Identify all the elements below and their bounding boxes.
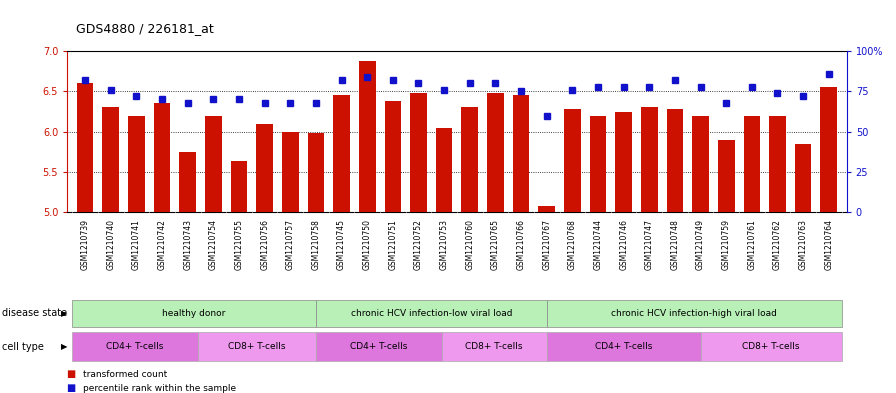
Text: GSM1210758: GSM1210758 [312,219,321,270]
Bar [316,332,442,361]
Bar [641,107,658,212]
Text: GSM1210762: GSM1210762 [773,219,782,270]
Bar [667,109,684,212]
Bar [821,87,837,212]
Text: GSM1210746: GSM1210746 [619,219,628,270]
Text: chronic HCV infection-high viral load: chronic HCV infection-high viral load [611,309,777,318]
Bar [73,332,198,361]
Bar [547,332,701,361]
Bar [442,332,547,361]
Bar [435,128,452,212]
Text: GSM1210757: GSM1210757 [286,219,295,270]
Bar [590,116,607,212]
Text: ▶: ▶ [61,342,67,351]
Text: GDS4880 / 226181_at: GDS4880 / 226181_at [76,22,214,35]
Text: GSM1210764: GSM1210764 [824,219,833,270]
Text: GSM1210740: GSM1210740 [107,219,116,270]
Text: chronic HCV infection-low viral load: chronic HCV infection-low viral load [350,309,513,318]
Text: GSM1210748: GSM1210748 [670,219,679,270]
Text: GSM1210745: GSM1210745 [337,219,346,270]
Bar [102,107,119,212]
Bar [154,103,170,212]
Text: GSM1210743: GSM1210743 [183,219,193,270]
Bar [795,144,812,212]
Bar [701,332,841,361]
Bar [73,300,316,327]
Text: GSM1210747: GSM1210747 [645,219,654,270]
Text: GSM1210754: GSM1210754 [209,219,218,270]
Bar [547,300,841,327]
Bar [256,123,273,212]
Bar [564,109,581,212]
Text: GSM1210766: GSM1210766 [517,219,526,270]
Bar [179,152,196,212]
Bar [487,93,504,212]
Text: GSM1210752: GSM1210752 [414,219,423,270]
Text: CD4+ T-cells: CD4+ T-cells [107,342,164,351]
Text: CD8+ T-cells: CD8+ T-cells [228,342,286,351]
Text: GSM1210753: GSM1210753 [440,219,449,270]
Bar [198,332,316,361]
Bar [77,83,93,212]
Bar [282,132,298,212]
Text: ■: ■ [67,383,80,393]
Bar [461,107,478,212]
Text: GSM1210751: GSM1210751 [388,219,397,270]
Text: CD4+ T-cells: CD4+ T-cells [350,342,408,351]
Bar [359,61,375,212]
Text: GSM1210741: GSM1210741 [132,219,141,270]
Text: CD4+ T-cells: CD4+ T-cells [595,342,652,351]
Text: healthy donor: healthy donor [162,309,226,318]
Text: GSM1210768: GSM1210768 [568,219,577,270]
Bar [333,95,350,212]
Text: GSM1210765: GSM1210765 [491,219,500,270]
Bar [769,116,786,212]
Text: GSM1210742: GSM1210742 [158,219,167,270]
Bar [410,93,426,212]
Text: ■: ■ [67,369,80,379]
Bar [693,116,709,212]
Bar [744,116,760,212]
Text: percentile rank within the sample: percentile rank within the sample [83,384,237,393]
Bar [616,112,632,212]
Text: GSM1210739: GSM1210739 [81,219,90,270]
Text: cell type: cell type [2,342,44,352]
Text: ▶: ▶ [61,309,67,318]
Bar [718,140,735,212]
Bar [205,116,221,212]
Text: CD8+ T-cells: CD8+ T-cells [465,342,523,351]
Text: GSM1210763: GSM1210763 [798,219,807,270]
Text: GSM1210749: GSM1210749 [696,219,705,270]
Bar [316,300,547,327]
Bar [230,162,247,212]
Text: GSM1210756: GSM1210756 [260,219,269,270]
Text: CD8+ T-cells: CD8+ T-cells [742,342,800,351]
Text: GSM1210767: GSM1210767 [542,219,551,270]
Bar [384,101,401,212]
Text: transformed count: transformed count [83,370,168,378]
Text: GSM1210759: GSM1210759 [721,219,731,270]
Text: GSM1210750: GSM1210750 [363,219,372,270]
Bar [307,133,324,212]
Bar [513,95,530,212]
Text: GSM1210760: GSM1210760 [465,219,474,270]
Text: GSM1210761: GSM1210761 [747,219,756,270]
Text: GSM1210755: GSM1210755 [235,219,244,270]
Bar [128,116,145,212]
Bar [538,206,555,212]
Text: disease state: disease state [2,309,67,318]
Text: GSM1210744: GSM1210744 [593,219,602,270]
